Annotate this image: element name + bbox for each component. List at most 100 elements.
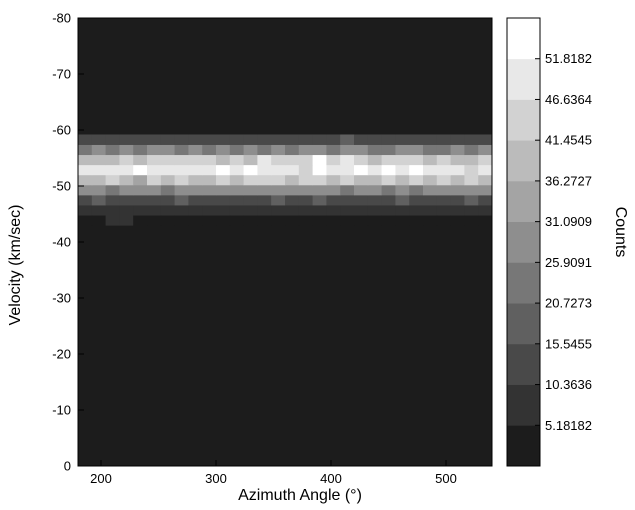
heatmap-cell: [395, 164, 410, 176]
heatmap-cell: [257, 154, 272, 166]
heatmap-cell: [354, 134, 369, 145]
heatmap-cell: [464, 164, 479, 176]
colorbar-swatch: [507, 262, 540, 304]
heatmap-cell: [354, 215, 369, 226]
heatmap-cell: [326, 205, 341, 216]
heatmap-cell: [326, 134, 341, 145]
heatmap-cell: [367, 184, 382, 196]
colorbar-swatch: [507, 303, 540, 345]
heatmap-cell: [160, 164, 175, 176]
heatmap-cell: [409, 134, 424, 145]
heatmap-cell: [147, 174, 162, 186]
heatmap-cell: [312, 184, 327, 196]
heatmap-cell: [450, 215, 465, 226]
heatmap-cell: [367, 144, 382, 156]
heatmap-cell: [340, 154, 355, 166]
colorbar-tick-label: 10.3636: [545, 377, 592, 392]
heatmap-cell: [174, 184, 189, 196]
heatmap-cell: [478, 215, 493, 226]
heatmap-cell: [105, 184, 120, 196]
heatmap-cell: [133, 134, 148, 145]
heatmap-cell: [326, 154, 341, 166]
heatmap-cell: [147, 144, 162, 156]
heatmap-cell: [464, 134, 479, 145]
heatmap-cell: [133, 184, 148, 196]
colorbar-swatch: [507, 58, 540, 100]
plot-area-fill: [78, 18, 492, 466]
heatmap-cell: [174, 164, 189, 176]
heatmap-cell: [395, 205, 410, 216]
heatmap-cell: [450, 154, 465, 166]
heatmap-cell: [119, 205, 134, 216]
heatmap-cell: [298, 144, 313, 156]
colorbar-tick-label: 25.9091: [545, 255, 592, 270]
heatmap-cell: [160, 144, 175, 156]
heatmap-cell: [160, 194, 175, 206]
colorbar-tick-label: 41.4545: [545, 133, 592, 148]
heatmap-cell: [436, 215, 451, 226]
heatmap-cell: [216, 154, 231, 166]
heatmap-cell: [188, 194, 203, 206]
heatmap-cell: [216, 194, 231, 206]
heatmap-cell: [423, 154, 438, 166]
heatmap-cell: [229, 184, 244, 196]
heatmap-cell: [354, 184, 369, 196]
heatmap-cell: [202, 144, 217, 156]
heatmap-cell: [216, 134, 231, 145]
heatmap-cell: [133, 164, 148, 176]
heatmap-cell: [147, 154, 162, 166]
heatmap-cell: [423, 184, 438, 196]
heatmap-cell: [91, 194, 106, 206]
heatmap-cell: [409, 194, 424, 206]
heatmap-cell: [257, 184, 272, 196]
heatmap-cell: [478, 164, 493, 176]
heatmap-cell: [450, 205, 465, 216]
colorbar: 5.18182 10.3636 15.5455 20.7273 25.9091 31.09…: [506, 17, 592, 467]
heatmap-cell: [436, 134, 451, 145]
heatmap-cell: [257, 174, 272, 186]
heatmap-cell: [312, 174, 327, 186]
heatmap-cell: [105, 164, 120, 176]
heatmap-cell: [91, 205, 106, 216]
heatmap-cell: [381, 184, 396, 196]
heatmap-cell: [91, 174, 106, 186]
heatmap-cell: [78, 134, 93, 145]
x-axis-title: Azimuth Angle (°): [238, 487, 362, 504]
heatmap-cell: [423, 164, 438, 176]
heatmap-cell: [271, 144, 286, 156]
heatmap-cell: [298, 174, 313, 186]
heatmap-cell: [478, 154, 493, 166]
heatmap-cell: [285, 194, 300, 206]
heatmap-cell: [243, 134, 258, 145]
heatmap-cell: [202, 164, 217, 176]
heatmap-cell: [174, 154, 189, 166]
heatmap-cell: [174, 144, 189, 156]
heatmap-cell: [354, 144, 369, 156]
heatmap-cell: [436, 205, 451, 216]
heatmap-cell: [395, 144, 410, 156]
heatmap-cell: [271, 184, 286, 196]
heatmap-cell: [229, 194, 244, 206]
heatmap-cell: [216, 184, 231, 196]
heatmap-cell: [78, 194, 93, 206]
heatmap-cell: [105, 154, 120, 166]
heatmap-cell: [409, 164, 424, 176]
heatmap-cell: [436, 154, 451, 166]
heatmap-cell: [326, 184, 341, 196]
heatmap-cell: [271, 205, 286, 216]
y-tick-label: -40: [52, 235, 71, 250]
y-axis-title: Velocity (km/sec): [7, 205, 24, 326]
heatmap-cell: [147, 164, 162, 176]
heatmap-cell: [478, 184, 493, 196]
heatmap-cell: [312, 164, 327, 176]
heatmap-cell: [147, 184, 162, 196]
heatmap-cell: [354, 194, 369, 206]
heatmap-cell: [229, 154, 244, 166]
heatmap-cell: [216, 164, 231, 176]
heatmap-cell: [229, 215, 244, 226]
heatmap-cell: [243, 144, 258, 156]
heatmap-cell: [243, 194, 258, 206]
heatmap-cell: [464, 184, 479, 196]
heatmap-cell: [464, 194, 479, 206]
heatmap-cell: [188, 205, 203, 216]
